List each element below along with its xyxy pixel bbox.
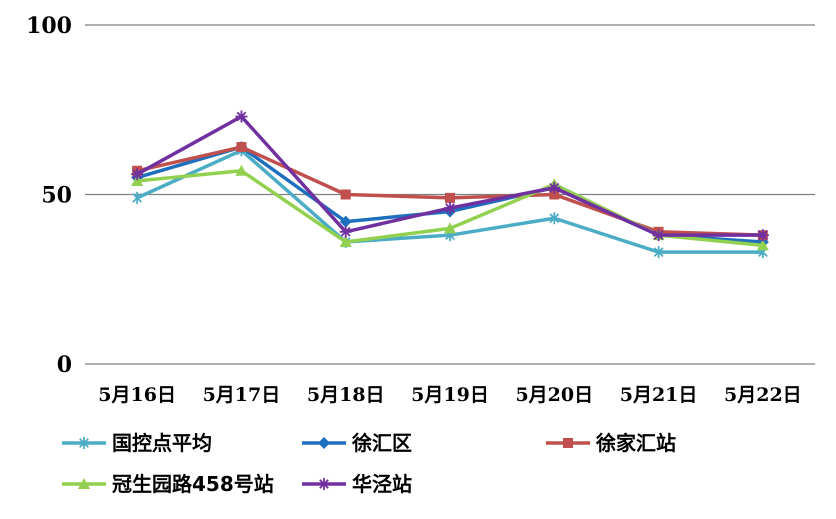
data-point	[79, 437, 89, 449]
y-tick-labels: 0 50 100	[26, 13, 72, 378]
data-point	[652, 229, 665, 242]
x-tick-labels: 5月16日 5月17日 5月18日 5月19日 5月20日 5月21日 5月22日	[98, 384, 801, 406]
data-point	[563, 438, 573, 448]
x-tick-label: 5月18日	[307, 384, 385, 406]
data-point	[131, 174, 144, 186]
legend-label: 国控点平均	[112, 431, 212, 455]
data-point	[78, 478, 90, 489]
data-point	[318, 478, 330, 490]
x-tick-label: 5月20日	[515, 384, 593, 406]
data-point	[339, 225, 352, 238]
y-tick-label: 50	[41, 183, 72, 209]
data-point	[444, 222, 456, 234]
series-lines	[131, 110, 769, 259]
y-tick-label: 100	[26, 13, 72, 39]
y-tick-label: 0	[57, 352, 72, 378]
data-point	[339, 215, 352, 228]
data-point	[235, 164, 248, 176]
data-point	[132, 191, 143, 204]
legend-item: 徐汇区	[302, 431, 412, 455]
data-point	[756, 229, 769, 242]
series-line	[136, 145, 763, 237]
legend-label: 徐家汇站	[595, 431, 676, 455]
x-tick-label: 5月19日	[411, 384, 489, 406]
legend-label: 冠生园路458号站	[112, 472, 274, 496]
legend-item: 冠生园路458号站	[62, 472, 274, 496]
data-point	[318, 437, 330, 449]
data-point	[549, 189, 560, 200]
data-point	[756, 239, 769, 251]
data-point	[131, 168, 144, 181]
x-tick-label: 5月17日	[203, 384, 281, 406]
data-point	[339, 235, 352, 247]
legend-item: 华泾站	[302, 472, 412, 496]
data-point	[549, 212, 560, 225]
data-point	[653, 246, 664, 259]
legend-label: 华泾站	[352, 472, 412, 496]
x-tick-label: 5月21日	[620, 384, 698, 406]
legend-item: 徐家汇站	[546, 431, 676, 455]
data-point	[236, 142, 247, 153]
x-tick-label: 5月16日	[98, 384, 176, 406]
data-point	[444, 202, 456, 215]
data-point	[340, 189, 351, 200]
x-tick-label: 5月22日	[724, 384, 802, 406]
data-point	[235, 110, 248, 123]
legend-item: 国控点平均	[62, 431, 212, 455]
data-point	[445, 192, 455, 203]
legend-label: 徐汇区	[351, 431, 412, 455]
series-group	[131, 110, 769, 242]
data-point	[548, 181, 561, 194]
